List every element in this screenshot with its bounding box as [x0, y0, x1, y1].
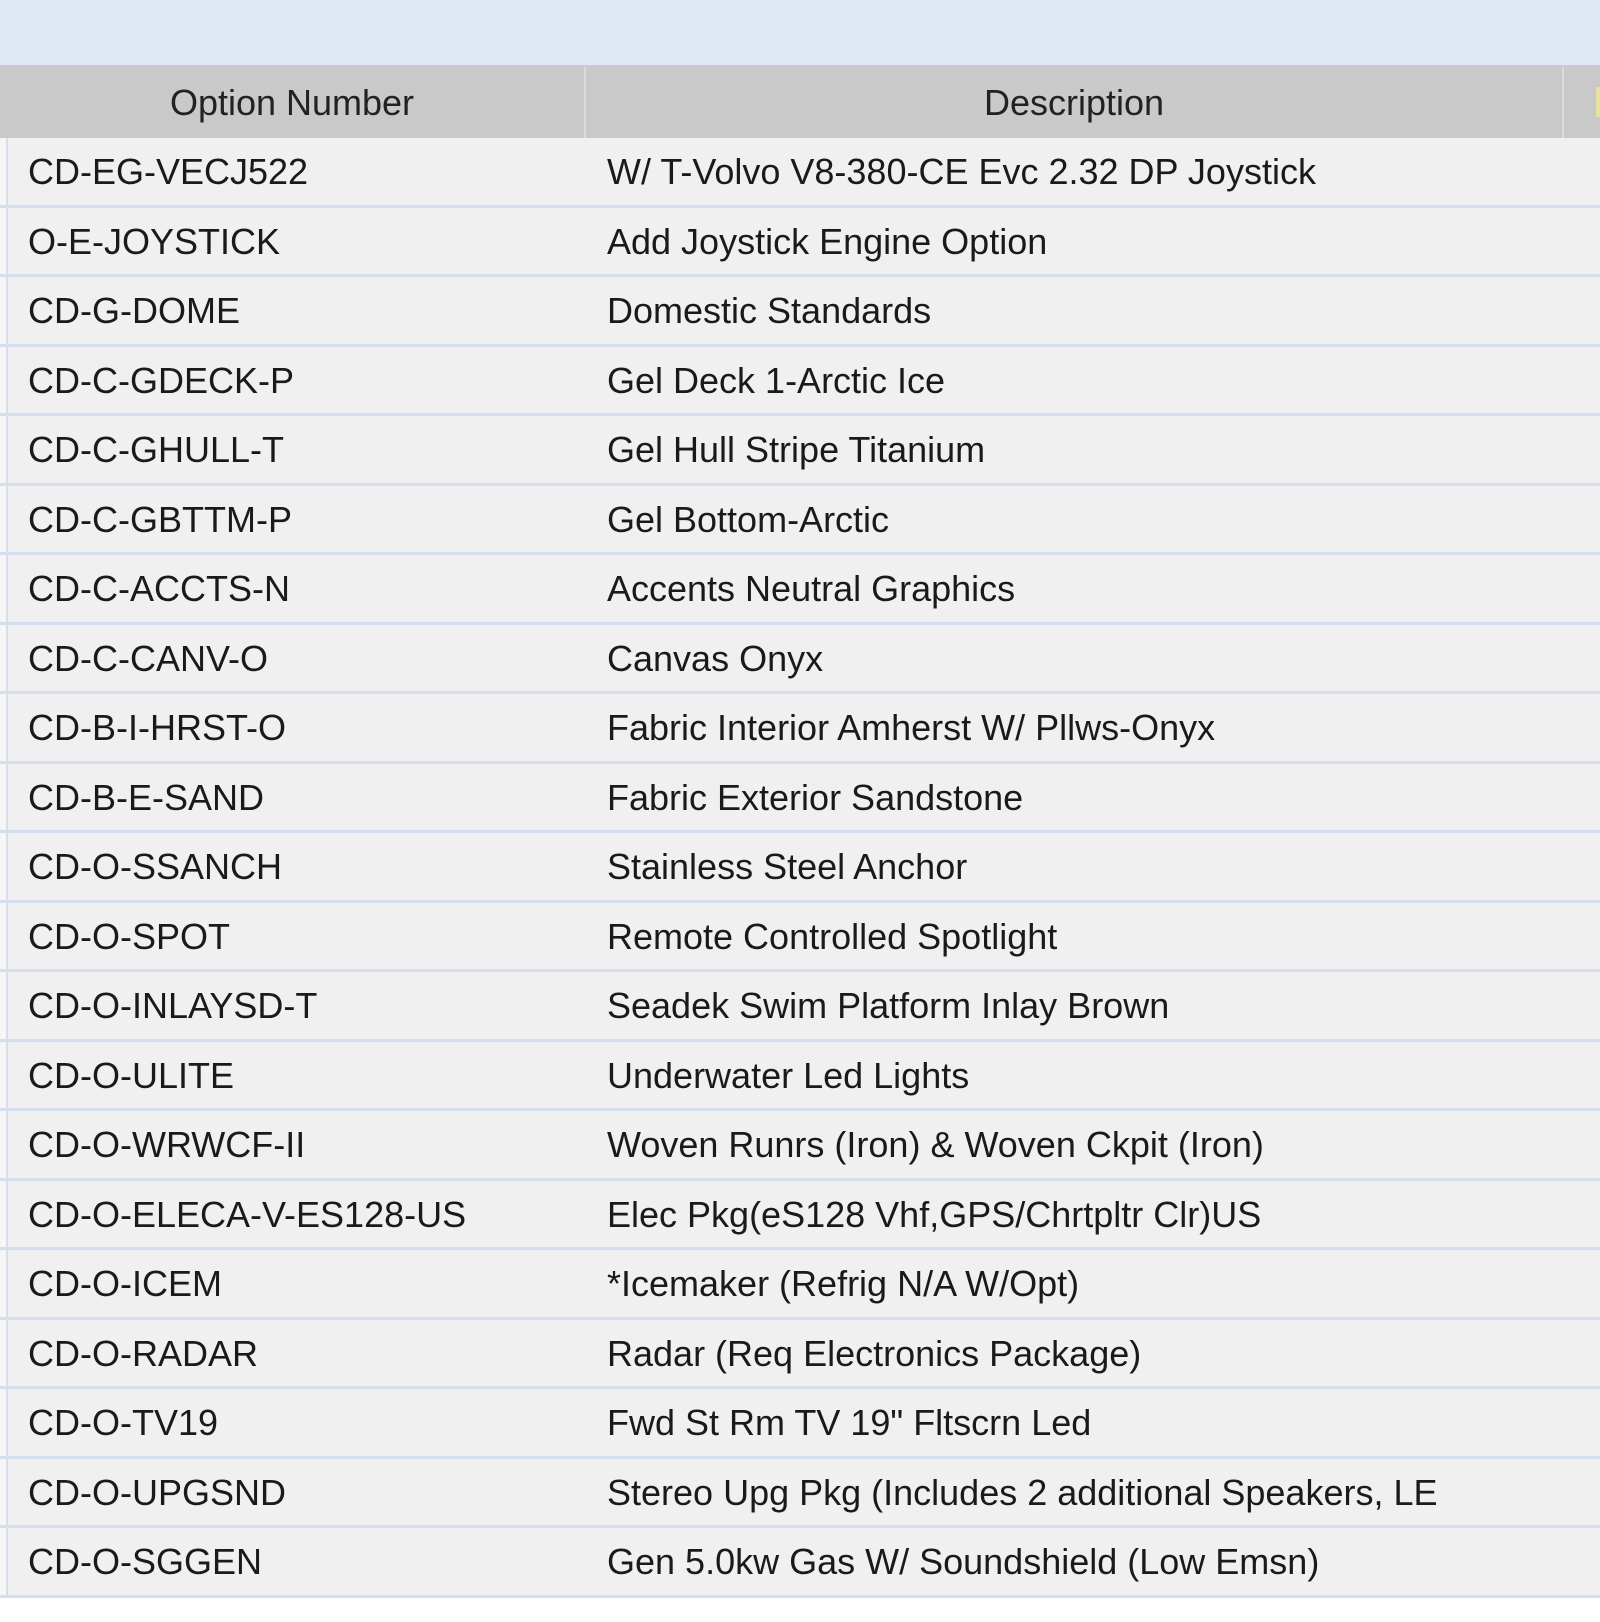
option-number-cell[interactable]: CD-O-TV19 [28, 1402, 219, 1443]
row-header[interactable] [0, 1041, 8, 1108]
option-number-cell[interactable]: CD-O-ELECA-V-ES128-US [28, 1193, 467, 1235]
table-row[interactable]: CD-O-ICEM *Icemaker (Refrig N/A W/Opt) [0, 1250, 1600, 1320]
table-row[interactable]: CD-O-WRWCF-II Woven Runrs (Iron) & Woven … [0, 1111, 1600, 1181]
table-row[interactable]: O-E-JOYSTICK Add Joystick Engine Option [0, 207, 1600, 277]
row-header[interactable] [0, 694, 8, 761]
row-header[interactable] [0, 346, 8, 413]
table-row[interactable]: CD-B-I-HRST-O Fabric Interior Amherst W/ … [0, 694, 1600, 764]
option-number-cell[interactable]: CD-EG-VECJ522 [28, 151, 309, 192]
row-header[interactable] [0, 277, 8, 344]
description-cell[interactable]: Fwd St Rm TV 19" Fltscrn Led [607, 1402, 1092, 1443]
description-cell[interactable]: Seadek Swim Platform Inlay Brown [607, 985, 1170, 1026]
description-cell[interactable]: Radar (Req Electronics Package) [607, 1332, 1142, 1374]
row-header[interactable] [0, 416, 8, 483]
option-number-cell[interactable]: CD-O-UPGSND [28, 1471, 286, 1513]
table-row[interactable]: CD-C-CANV-O Canvas Onyx [0, 624, 1600, 694]
option-number-cell[interactable]: CD-O-SPOT [28, 915, 230, 957]
row-header[interactable] [0, 833, 8, 900]
option-number-cell[interactable]: CD-O-SSANCH [28, 846, 283, 887]
column-divider[interactable] [584, 67, 586, 138]
table-row[interactable]: CD-O-SPOT Remote Controlled Spotlight [0, 902, 1600, 972]
description-cell[interactable]: Gel Bottom-Arctic [607, 498, 890, 540]
options-table: CD-EG-VECJ522 W/ T-Volvo V8-380-CE Evc 2.… [0, 138, 1600, 1598]
description-cell[interactable]: Accents Neutral Graphics [607, 568, 1016, 609]
option-number-cell[interactable]: CD-B-I-HRST-O [28, 707, 286, 748]
row-header[interactable] [0, 1458, 8, 1525]
description-cell[interactable]: Gel Deck 1-Arctic Ice [607, 359, 946, 401]
toolbar-area [0, 0, 1600, 65]
description-cell[interactable]: Gel Hull Stripe Titanium [607, 429, 986, 470]
table-row[interactable]: CD-B-E-SAND Fabric Exterior Sandstone [0, 763, 1600, 833]
option-number-cell[interactable]: CD-C-GDECK-P [28, 359, 294, 401]
description-cell[interactable]: *Icemaker (Refrig N/A W/Opt) [607, 1263, 1080, 1304]
column-divider[interactable] [1562, 67, 1564, 138]
table-row[interactable]: CD-C-GBTTM-P Gel Bottom-Arctic [0, 485, 1600, 555]
row-header[interactable] [0, 763, 8, 830]
row-header[interactable] [0, 1180, 8, 1247]
option-number-cell[interactable]: CD-O-RADAR [28, 1332, 258, 1374]
description-cell[interactable]: Stainless Steel Anchor [607, 846, 968, 887]
option-number-cell[interactable]: CD-C-ACCTS-N [28, 568, 290, 609]
table-row[interactable]: CD-O-UPGSND Stereo Upg Pkg (Includes 2 ad… [0, 1458, 1600, 1528]
option-number-cell[interactable]: CD-C-CANV-O [28, 637, 268, 679]
row-header[interactable] [0, 972, 8, 1039]
row-header[interactable] [0, 1319, 8, 1386]
description-cell[interactable]: Canvas Onyx [607, 637, 824, 679]
description-cell[interactable]: Stereo Upg Pkg (Includes 2 additional Sp… [607, 1471, 1438, 1513]
table-row[interactable]: CD-O-SGGEN Gen 5.0kw Gas W/ Soundshield (… [0, 1528, 1600, 1598]
row-header[interactable] [0, 902, 8, 969]
table-row[interactable]: CD-O-SSANCH Stainless Steel Anchor [0, 833, 1600, 903]
description-cell[interactable]: Remote Controlled Spotlight [607, 915, 1058, 957]
table-row[interactable]: CD-O-RADAR Radar (Req Electronics Package… [0, 1319, 1600, 1389]
row-header[interactable] [0, 555, 8, 622]
option-number-cell[interactable]: O-E-JOYSTICK [28, 220, 281, 262]
description-cell[interactable]: Fabric Interior Amherst W/ Pllws-Onyx [607, 707, 1216, 748]
row-header[interactable] [0, 1389, 8, 1456]
option-number-cell[interactable]: CD-O-ICEM [28, 1263, 222, 1304]
table-header: Option Number Description [0, 65, 1600, 138]
column-header-option-number[interactable]: Option Number [169, 82, 415, 123]
description-cell[interactable]: Domestic Standards [607, 290, 932, 331]
description-cell[interactable]: Underwater Led Lights [607, 1054, 970, 1096]
option-number-cell[interactable]: CD-O-ULITE [28, 1054, 234, 1096]
table-row[interactable]: CD-C-GHULL-T Gel Hull Stripe Titanium [0, 416, 1600, 486]
option-number-cell[interactable]: CD-C-GHULL-T [28, 429, 284, 470]
table-row[interactable]: CD-O-INLAYSD-T Seadek Swim Platform Inlay… [0, 972, 1600, 1042]
row-header[interactable] [0, 624, 8, 691]
option-number-cell[interactable]: CD-G-DOME [28, 290, 240, 331]
table-row[interactable]: CD-C-ACCTS-N Accents Neutral Graphics [0, 555, 1600, 625]
description-cell[interactable]: Add Joystick Engine Option [607, 220, 1048, 262]
description-cell[interactable]: Fabric Exterior Sandstone [607, 776, 1024, 818]
row-header[interactable] [0, 138, 8, 205]
table-row[interactable]: CD-O-TV19 Fwd St Rm TV 19" Fltscrn Led [0, 1389, 1600, 1459]
option-number-cell[interactable]: CD-C-GBTTM-P [28, 498, 292, 540]
option-number-cell[interactable]: CD-O-WRWCF-II [28, 1124, 306, 1165]
table-row[interactable]: CD-O-ULITE Underwater Led Lights [0, 1041, 1600, 1111]
row-header[interactable] [0, 1250, 8, 1317]
table-row[interactable]: CD-C-GDECK-P Gel Deck 1-Arctic Ice [0, 346, 1600, 416]
table-row[interactable]: CD-EG-VECJ522 W/ T-Volvo V8-380-CE Evc 2.… [0, 138, 1600, 208]
table-row[interactable]: CD-G-DOME Domestic Standards [0, 277, 1600, 347]
row-header[interactable] [0, 485, 8, 552]
description-cell[interactable]: W/ T-Volvo V8-380-CE Evc 2.32 DP Joystic… [607, 151, 1316, 192]
row-header[interactable] [0, 1111, 8, 1178]
description-cell[interactable]: Gen 5.0kw Gas W/ Soundshield (Low Emsn) [607, 1541, 1320, 1582]
row-header[interactable] [0, 207, 8, 274]
option-number-cell[interactable]: CD-O-SGGEN [28, 1541, 262, 1582]
column-header-description[interactable]: Description [983, 82, 1165, 123]
table-row[interactable]: CD-O-ELECA-V-ES128-US Elec Pkg(eS128 Vhf,… [0, 1180, 1600, 1250]
description-cell[interactable]: Woven Runrs (Iron) & Woven Ckpit (Iron) [607, 1124, 1264, 1165]
row-header[interactable] [0, 1528, 8, 1595]
description-cell[interactable]: Elec Pkg(eS128 Vhf,GPS/Chrtpltr Clr)US [607, 1193, 1262, 1235]
column-header-next-partial[interactable] [1596, 87, 1600, 117]
option-number-cell[interactable]: CD-B-E-SAND [28, 776, 265, 818]
option-number-cell[interactable]: CD-O-INLAYSD-T [28, 985, 318, 1026]
